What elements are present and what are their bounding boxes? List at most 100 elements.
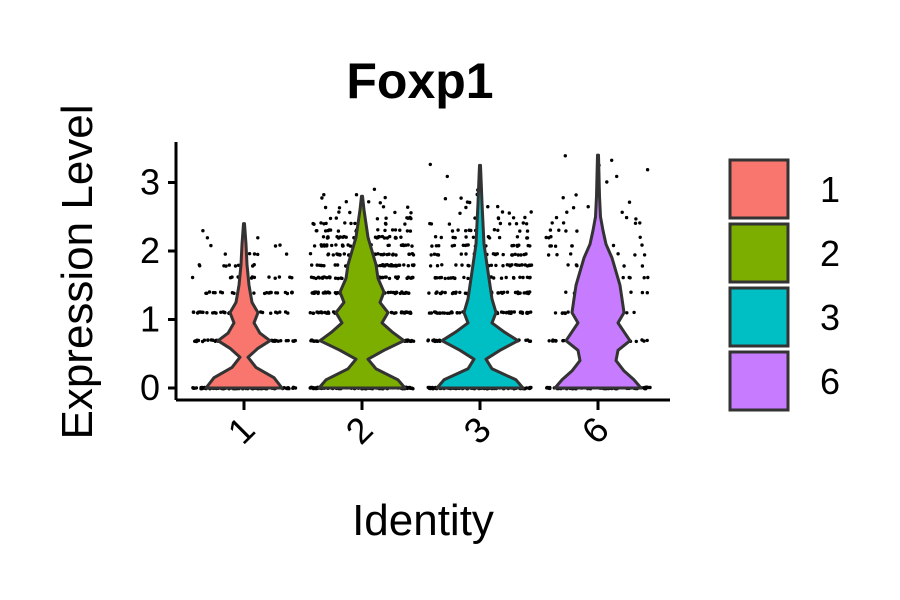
data-point xyxy=(410,244,414,248)
data-point xyxy=(443,290,447,295)
data-point xyxy=(316,291,320,296)
data-point xyxy=(634,339,638,344)
x-tick-label-6: 6 xyxy=(574,409,617,452)
data-point xyxy=(223,252,227,256)
data-point xyxy=(504,311,509,315)
data-point xyxy=(574,193,578,197)
data-point xyxy=(549,244,553,248)
data-point xyxy=(499,310,504,314)
data-point xyxy=(398,291,402,296)
x-tick-label-1: 1 xyxy=(220,409,263,452)
data-point xyxy=(645,338,649,343)
data-point xyxy=(274,310,278,314)
data-point xyxy=(207,290,212,294)
data-point xyxy=(401,291,405,295)
data-point xyxy=(453,291,458,295)
data-point xyxy=(435,290,439,294)
data-point xyxy=(314,229,318,233)
data-point xyxy=(326,290,330,294)
data-point xyxy=(342,252,346,256)
data-point xyxy=(319,263,323,268)
data-point xyxy=(335,263,340,267)
data-point xyxy=(508,222,512,226)
data-point xyxy=(498,221,503,226)
x-axis-title: Identity xyxy=(352,496,494,545)
data-point xyxy=(375,217,380,221)
data-point xyxy=(566,263,570,267)
data-point xyxy=(430,244,434,248)
data-point xyxy=(408,229,413,233)
data-point xyxy=(561,196,565,200)
data-point xyxy=(410,263,415,267)
data-point xyxy=(249,276,254,280)
data-point xyxy=(524,222,529,226)
data-point xyxy=(526,291,531,296)
data-point xyxy=(376,228,380,232)
violins xyxy=(204,153,643,390)
data-point xyxy=(468,200,472,205)
data-point xyxy=(252,252,257,256)
data-point xyxy=(382,236,387,240)
data-point xyxy=(325,276,329,280)
data-point xyxy=(492,228,497,232)
data-point xyxy=(519,253,523,257)
data-point xyxy=(233,264,238,268)
data-point xyxy=(402,243,406,248)
legend-swatch-2 xyxy=(728,222,790,284)
data-point xyxy=(553,311,558,315)
data-point xyxy=(443,276,447,281)
data-point xyxy=(428,162,432,167)
y-tick-label-0: 0 xyxy=(140,367,160,408)
data-point xyxy=(621,275,625,280)
data-point xyxy=(333,263,337,267)
violin-3 xyxy=(435,163,525,390)
data-point xyxy=(566,310,570,314)
data-point xyxy=(458,211,462,215)
data-point xyxy=(407,252,411,256)
data-point xyxy=(564,229,568,233)
data-point xyxy=(407,386,411,390)
data-point xyxy=(320,276,325,280)
data-point xyxy=(325,236,330,240)
data-point xyxy=(308,311,312,315)
data-point xyxy=(442,311,447,315)
data-point xyxy=(624,215,629,220)
data-point xyxy=(387,243,391,247)
data-point xyxy=(389,290,393,294)
data-point xyxy=(436,253,441,257)
data-point xyxy=(394,253,398,257)
violin-1 xyxy=(204,222,284,390)
data-point xyxy=(202,338,207,342)
data-point xyxy=(286,338,290,343)
data-point xyxy=(563,154,567,158)
data-point xyxy=(499,276,504,280)
data-point xyxy=(316,311,321,315)
data-point xyxy=(507,310,511,314)
data-point xyxy=(320,196,324,200)
data-point xyxy=(311,221,315,226)
data-point xyxy=(272,339,276,343)
data-point xyxy=(330,243,334,248)
data-point xyxy=(228,276,233,280)
x-ticks: 1 2 3 6 xyxy=(220,400,617,452)
data-point xyxy=(615,174,619,179)
data-point xyxy=(406,264,410,268)
data-point xyxy=(409,211,413,215)
data-point xyxy=(198,264,202,268)
data-point xyxy=(384,275,388,279)
data-point xyxy=(256,252,260,257)
data-point xyxy=(633,253,637,257)
data-point xyxy=(554,215,559,220)
data-point xyxy=(344,200,348,204)
data-point xyxy=(386,290,391,295)
data-point xyxy=(393,210,397,215)
data-point xyxy=(260,310,265,315)
data-point xyxy=(553,244,558,248)
data-point xyxy=(353,221,357,226)
data-point xyxy=(319,221,323,225)
data-point xyxy=(502,290,506,294)
data-point xyxy=(454,263,458,267)
data-point xyxy=(521,221,525,225)
data-point xyxy=(562,338,566,343)
data-point xyxy=(433,235,438,239)
